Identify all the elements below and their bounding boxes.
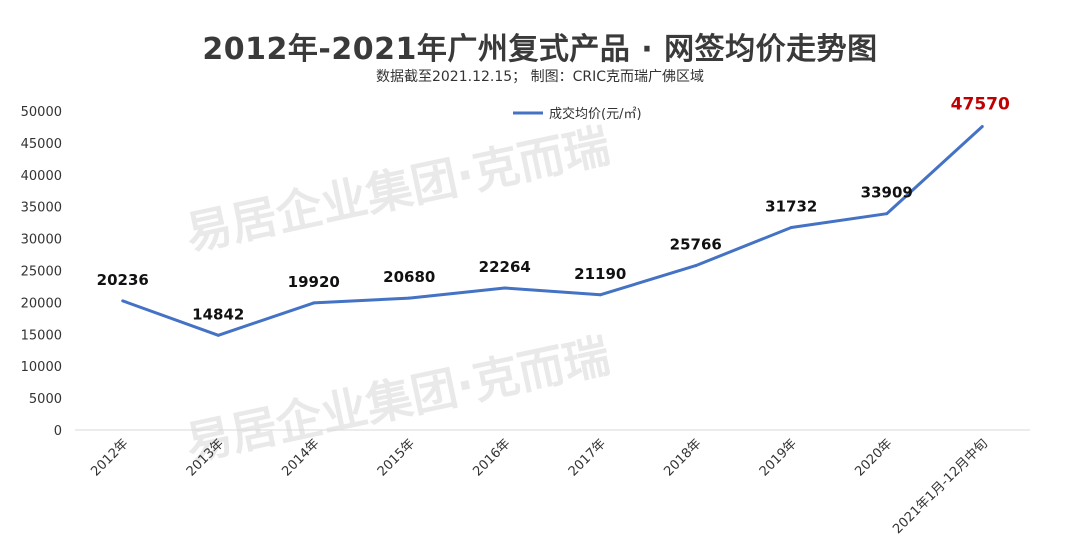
data-label: 31732 [765,198,817,216]
y-tick-label: 40000 [21,169,62,184]
data-label: 14842 [192,305,244,323]
data-point [694,264,698,268]
y-tick-label: 45000 [21,137,62,152]
watermark-text: 易居企业集团·克而瑞 [181,118,614,261]
data-point [598,293,602,297]
chart-title: 2012年-2021年广州复式产品 · 网签均价走势图 [202,32,878,67]
y-tick-label: 0 [54,424,62,439]
data-point [121,299,125,303]
x-tick-label: 2012年 [88,436,131,479]
data-point [312,301,316,305]
x-tick-label: 2015年 [375,436,418,479]
legend: 成交均价(元/㎡) [513,106,642,122]
data-point [980,125,984,129]
y-tick-label: 30000 [21,233,62,248]
y-tick-label: 20000 [21,296,62,311]
data-point [789,226,793,230]
data-point [407,296,411,300]
x-tick-label: 2019年 [757,436,800,479]
data-label: 20680 [383,268,435,286]
data-point [503,286,507,290]
y-axis: 0 5000 10000 15000 20000 25000 30000 35000 40000… [21,105,62,439]
data-label: 47570 [951,95,1010,115]
x-axis: 2012年 2013年 2014年 2015年 2016年 2017年 2018年 2019年… [75,429,1030,537]
y-tick-label: 25000 [21,265,62,280]
x-tick-label: 2016年 [470,436,513,479]
x-tick-label: 2021年1月-12月中旬 [890,436,991,537]
y-tick-label: 35000 [21,201,62,216]
data-label: 33909 [861,184,913,202]
x-tick-label: 2020年 [852,436,895,479]
x-tick-label: 2018年 [661,436,704,479]
data-label: 22264 [479,258,531,276]
data-label: 21190 [574,265,626,283]
y-tick-label: 15000 [21,328,62,343]
y-tick-label: 5000 [29,392,62,407]
data-label: 25766 [670,236,722,254]
series-line [122,125,984,337]
series-layer [121,125,984,337]
y-tick-label: 50000 [21,105,62,120]
data-labels: 20236 14842 19920 20680 22264 21190 25766 31732… [97,95,1010,324]
x-tick-label: 2017年 [566,436,609,479]
chart-subtitle: 数据截至2021.12.15； 制图：CRIC克而瑞广佛区域 [375,69,704,85]
data-point [885,212,889,216]
data-label: 20236 [97,271,149,289]
y-tick-label: 10000 [21,360,62,375]
legend-label: 成交均价(元/㎡) [549,106,642,122]
data-label: 19920 [288,273,340,291]
data-point [216,333,220,337]
